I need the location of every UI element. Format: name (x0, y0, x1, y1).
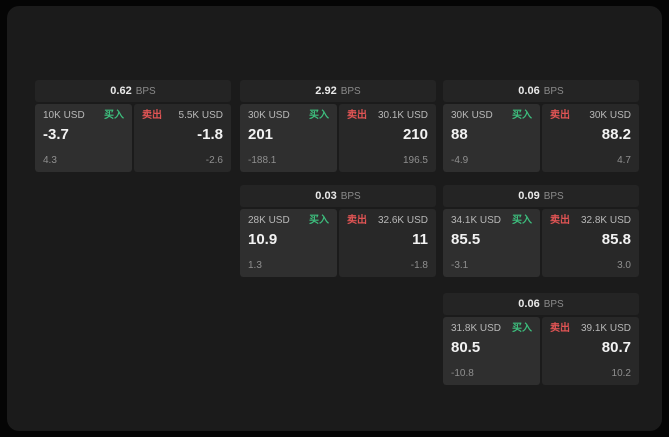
sell-sub-value: 10.2 (611, 368, 631, 379)
buy-price: 10.9 (248, 231, 278, 248)
sell-sub-value: 3.0 (617, 260, 631, 271)
quote-card-1: 0.62 BPS 10K USD 买入 -3.7 4.3 卖出 5.5K USD… (35, 80, 231, 172)
buy-price: 80.5 (451, 339, 481, 356)
buy-panel[interactable]: 28K USD 买入 10.9 1.3 (240, 209, 337, 277)
buy-button[interactable]: 买入 (309, 110, 329, 121)
sell-price: -1.8 (197, 126, 223, 143)
buy-sub-value: -4.9 (451, 155, 469, 166)
buy-panel[interactable]: 10K USD 买入 -3.7 4.3 (35, 104, 132, 172)
bps-header: 0.06 BPS (443, 293, 639, 315)
bps-value: 0.09 (518, 190, 540, 202)
sell-panel[interactable]: 卖出 32.8K USD 85.8 3.0 (542, 209, 639, 277)
bps-value: 2.92 (315, 85, 337, 97)
sell-panel[interactable]: 卖出 32.6K USD 11 -1.8 (339, 209, 436, 277)
buy-button[interactable]: 买入 (512, 215, 532, 226)
buy-sub-value: -3.1 (451, 260, 469, 271)
buy-sub-value: 1.3 (248, 260, 262, 271)
bps-value: 0.62 (110, 85, 132, 97)
sell-sub-value: -2.6 (205, 155, 223, 166)
buy-panel[interactable]: 30K USD 买入 88 -4.9 (443, 104, 540, 172)
buy-sub-value: 4.3 (43, 155, 57, 166)
buy-price: 85.5 (451, 231, 481, 248)
buy-panel[interactable]: 31.8K USD 买入 80.5 -10.8 (443, 317, 540, 385)
buy-size-label: 30K USD (451, 110, 493, 121)
sell-size-label: 30K USD (589, 110, 631, 121)
buy-size-label: 10K USD (43, 110, 85, 121)
sell-button[interactable]: 卖出 (347, 110, 367, 121)
bps-unit-label: BPS (340, 190, 361, 202)
bps-header: 0.09 BPS (443, 185, 639, 207)
sell-size-label: 30.1K USD (377, 110, 428, 121)
quote-card-2: 2.92 BPS 30K USD 买入 201 -188.1 卖出 30.1K … (240, 80, 436, 172)
sell-size-label: 32.8K USD (580, 215, 631, 226)
buy-price: -3.7 (43, 126, 69, 143)
buy-panel[interactable]: 30K USD 买入 201 -188.1 (240, 104, 337, 172)
app-window: 0.62 BPS 10K USD 买入 -3.7 4.3 卖出 5.5K USD… (7, 6, 662, 431)
sell-button[interactable]: 卖出 (347, 215, 367, 226)
bps-unit-label: BPS (543, 190, 564, 202)
sell-size-label: 5.5K USD (178, 110, 223, 121)
buy-size-label: 34.1K USD (451, 215, 502, 226)
sell-price: 210 (402, 126, 428, 143)
buy-size-label: 31.8K USD (451, 323, 502, 334)
sell-size-label: 32.6K USD (377, 215, 428, 226)
bps-value: 0.06 (518, 298, 540, 310)
buy-button[interactable]: 买入 (512, 110, 532, 121)
buy-size-label: 28K USD (248, 215, 290, 226)
sell-panel[interactable]: 卖出 30.1K USD 210 196.5 (339, 104, 436, 172)
sell-panel[interactable]: 卖出 5.5K USD -1.8 -2.6 (134, 104, 231, 172)
quote-card-3: 0.06 BPS 30K USD 买入 88 -4.9 卖出 30K USD 8… (443, 80, 639, 172)
bps-header: 2.92 BPS (240, 80, 436, 102)
sell-panel[interactable]: 卖出 30K USD 88.2 4.7 (542, 104, 639, 172)
quote-card-6: 0.06 BPS 31.8K USD 买入 80.5 -10.8 卖出 39.1… (443, 293, 639, 385)
sell-sub-value: -1.8 (410, 260, 428, 271)
sell-sub-value: 196.5 (402, 155, 428, 166)
bps-value: 0.06 (518, 85, 540, 97)
quote-card-4: 0.03 BPS 28K USD 买入 10.9 1.3 卖出 32.6K US… (240, 185, 436, 277)
sell-button[interactable]: 卖出 (550, 110, 570, 121)
bps-unit-label: BPS (340, 85, 361, 97)
sell-button[interactable]: 卖出 (142, 110, 162, 121)
bps-value: 0.03 (315, 190, 337, 202)
bps-header: 0.06 BPS (443, 80, 639, 102)
sell-sub-value: 4.7 (617, 155, 631, 166)
buy-price: 88 (451, 126, 468, 143)
bps-unit-label: BPS (135, 85, 156, 97)
bps-header: 0.03 BPS (240, 185, 436, 207)
buy-button[interactable]: 买入 (309, 215, 329, 226)
quote-card-5: 0.09 BPS 34.1K USD 买入 85.5 -3.1 卖出 32.8K… (443, 185, 639, 277)
buy-button[interactable]: 买入 (104, 110, 124, 121)
buy-button[interactable]: 买入 (512, 323, 532, 334)
sell-button[interactable]: 卖出 (550, 323, 570, 334)
sell-price: 11 (412, 231, 428, 248)
sell-button[interactable]: 卖出 (550, 215, 570, 226)
sell-price: 88.2 (601, 126, 631, 143)
buy-sub-value: -10.8 (451, 368, 474, 379)
sell-price: 85.8 (601, 231, 631, 248)
bps-unit-label: BPS (543, 298, 564, 310)
buy-price: 201 (248, 126, 274, 143)
sell-price: 80.7 (601, 339, 631, 356)
bps-header: 0.62 BPS (35, 80, 231, 102)
bps-unit-label: BPS (543, 85, 564, 97)
buy-sub-value: -188.1 (248, 155, 277, 166)
sell-size-label: 39.1K USD (580, 323, 631, 334)
sell-panel[interactable]: 卖出 39.1K USD 80.7 10.2 (542, 317, 639, 385)
buy-size-label: 30K USD (248, 110, 290, 121)
buy-panel[interactable]: 34.1K USD 买入 85.5 -3.1 (443, 209, 540, 277)
